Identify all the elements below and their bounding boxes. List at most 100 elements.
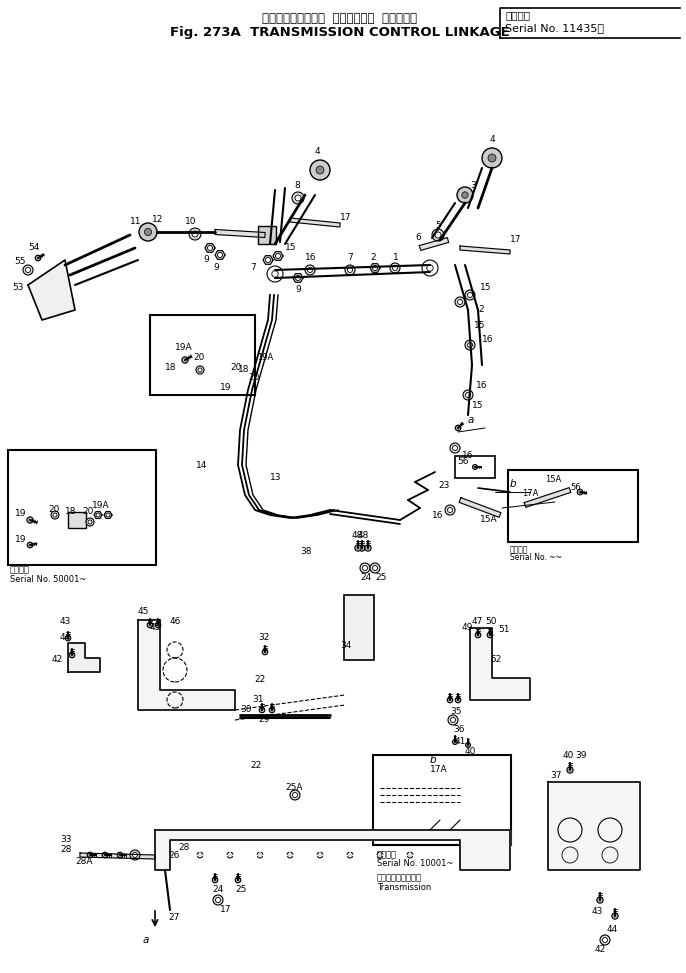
Polygon shape [263,256,273,265]
Text: 35: 35 [450,707,462,716]
Circle shape [287,852,293,858]
Bar [373,755,511,845]
Text: 19: 19 [220,383,231,392]
Text: 19A: 19A [92,500,110,510]
Text: 13: 13 [270,474,281,483]
Polygon shape [470,628,530,700]
Circle shape [355,545,361,551]
Text: 19A: 19A [257,353,273,363]
Text: 18: 18 [165,364,176,373]
Text: 43: 43 [592,908,604,917]
Circle shape [432,229,444,241]
Circle shape [292,792,298,798]
Circle shape [132,852,137,857]
Circle shape [69,652,75,658]
Text: 34: 34 [340,640,351,650]
Circle shape [257,852,263,858]
Polygon shape [370,264,380,272]
Circle shape [451,717,456,723]
Text: 10: 10 [185,218,196,227]
Text: 17A: 17A [430,766,448,775]
Circle shape [435,232,441,238]
Text: b: b [430,755,436,765]
Circle shape [305,265,315,275]
Text: 20: 20 [82,508,93,517]
Circle shape [259,707,265,713]
Circle shape [362,565,368,570]
Text: Serial No. 11435～: Serial No. 11435～ [505,23,604,33]
Bar [8,450,156,565]
Text: 54: 54 [28,243,39,253]
Circle shape [377,852,383,858]
Polygon shape [104,512,112,519]
Polygon shape [524,487,571,507]
Text: a: a [468,415,475,425]
Circle shape [88,520,92,524]
Text: 49: 49 [462,624,473,632]
Text: 41: 41 [455,738,466,746]
Circle shape [372,565,377,570]
Text: 5: 5 [435,221,440,230]
Text: 28: 28 [60,846,71,854]
Polygon shape [94,512,102,519]
Text: 31: 31 [252,696,263,704]
Circle shape [448,715,458,725]
Polygon shape [205,243,215,252]
Text: 17: 17 [220,906,231,915]
Circle shape [296,275,300,280]
Text: 17: 17 [510,235,521,244]
Circle shape [467,342,473,347]
Circle shape [467,293,473,298]
Circle shape [215,897,220,903]
Circle shape [86,518,94,526]
Text: 16: 16 [305,254,316,263]
Text: 9: 9 [213,264,219,272]
Text: Transmission: Transmission [377,883,431,892]
Text: 50: 50 [485,618,497,627]
Circle shape [265,258,270,263]
Circle shape [427,265,433,271]
Circle shape [65,635,71,641]
Circle shape [450,443,460,453]
Text: 6: 6 [415,234,421,242]
Circle shape [612,913,618,919]
Circle shape [458,300,462,305]
Circle shape [272,270,279,277]
Circle shape [445,505,455,515]
Text: 28: 28 [178,844,189,852]
Circle shape [196,366,204,374]
Circle shape [207,245,213,250]
Text: 15: 15 [472,401,484,410]
Polygon shape [155,830,510,870]
Text: 9: 9 [203,256,209,265]
Circle shape [345,265,355,275]
Circle shape [456,698,461,703]
Circle shape [347,852,353,858]
Text: 15: 15 [480,283,491,293]
Text: 14: 14 [196,461,207,471]
Circle shape [23,265,33,275]
Text: 19: 19 [15,535,27,545]
Text: 7: 7 [250,264,256,272]
Text: Serial No. 50001~: Serial No. 50001~ [10,574,86,584]
Circle shape [392,266,397,270]
Bar [68,512,86,528]
Text: 適用号機: 適用号機 [10,565,30,574]
Text: 23: 23 [438,482,449,490]
Circle shape [198,368,202,372]
Text: 27: 27 [168,914,179,922]
Circle shape [487,632,493,637]
Text: 2: 2 [370,254,376,263]
Circle shape [290,790,300,800]
Circle shape [197,852,203,858]
Text: 15A: 15A [480,516,497,524]
Circle shape [25,268,30,272]
Circle shape [466,742,471,747]
Text: 22: 22 [254,675,265,684]
Circle shape [359,545,365,551]
Text: 19: 19 [15,509,27,518]
Text: 8: 8 [294,182,300,191]
Circle shape [213,895,223,905]
Circle shape [597,897,603,903]
Text: 19A: 19A [175,343,193,352]
